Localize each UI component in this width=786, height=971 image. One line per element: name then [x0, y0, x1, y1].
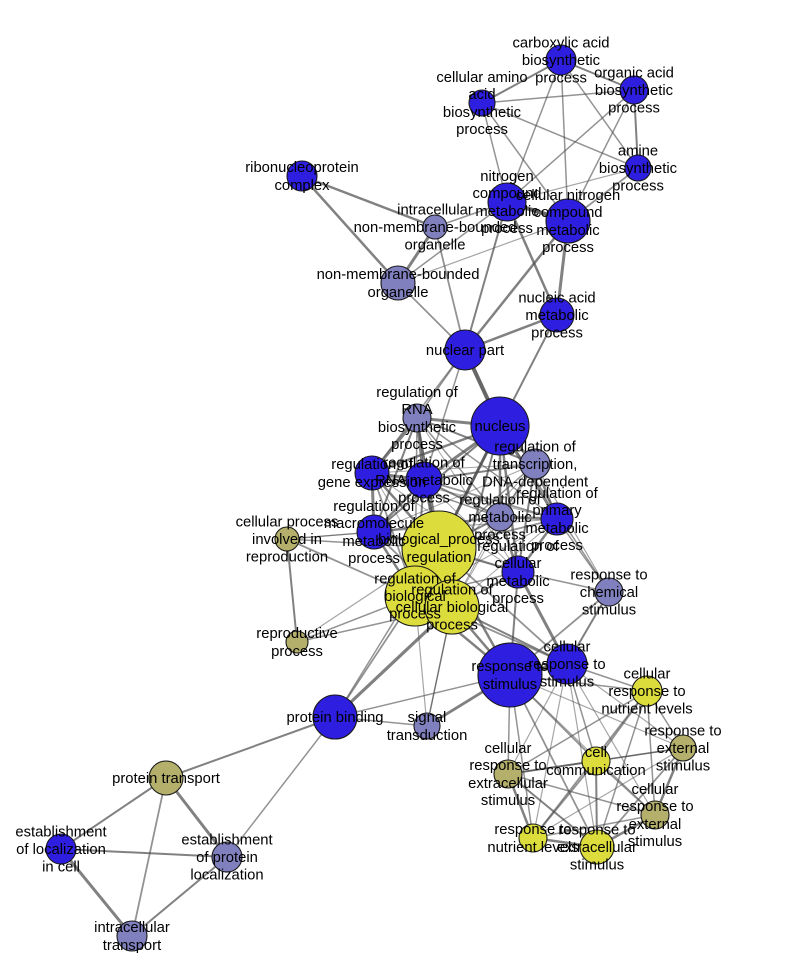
- svg-text:complex: complex: [274, 178, 330, 194]
- svg-text:stimulus: stimulus: [582, 603, 636, 619]
- svg-text:reproduction: reproduction: [246, 550, 328, 566]
- svg-text:cellular: cellular: [624, 667, 671, 683]
- svg-text:regulation of: regulation of: [494, 440, 576, 456]
- svg-text:process: process: [531, 326, 583, 342]
- svg-text:stimulus: stimulus: [656, 759, 710, 775]
- svg-text:regulation of: regulation of: [383, 456, 465, 472]
- svg-text:carboxylic acid: carboxylic acid: [512, 36, 609, 52]
- svg-text:regulation of: regulation of: [516, 486, 598, 502]
- svg-text:signal: signal: [408, 710, 447, 726]
- svg-text:stimulus: stimulus: [483, 677, 537, 693]
- svg-text:process: process: [535, 71, 587, 87]
- svg-text:reproductive: reproductive: [256, 626, 337, 642]
- svg-text:metabolic: metabolic: [525, 521, 589, 537]
- svg-text:transduction: transduction: [387, 728, 468, 744]
- svg-text:RNA metabolic: RNA metabolic: [375, 473, 473, 489]
- svg-text:communication: communication: [546, 763, 646, 779]
- svg-text:response to: response to: [570, 568, 647, 584]
- svg-text:protein transport: protein transport: [112, 771, 220, 787]
- svg-text:response to: response to: [608, 684, 685, 700]
- svg-text:amine: amine: [618, 144, 658, 160]
- svg-text:non-membrane-bounded: non-membrane-bounded: [317, 267, 480, 283]
- svg-text:biosynthetic: biosynthetic: [443, 105, 522, 121]
- svg-text:process: process: [426, 618, 478, 634]
- svg-text:macromolecule: macromolecule: [324, 516, 424, 532]
- svg-text:cell: cell: [585, 745, 607, 761]
- svg-text:nucleic acid: nucleic acid: [518, 291, 595, 307]
- svg-text:transcription,: transcription,: [493, 457, 578, 473]
- svg-text:stimulus: stimulus: [540, 675, 594, 691]
- svg-text:involved in: involved in: [252, 532, 322, 548]
- svg-text:primary: primary: [532, 503, 582, 519]
- svg-text:biosynthetic: biosynthetic: [522, 53, 601, 69]
- svg-text:protein binding: protein binding: [286, 710, 383, 726]
- svg-text:response to: response to: [558, 823, 635, 839]
- svg-text:RNA: RNA: [401, 402, 432, 418]
- svg-text:process: process: [542, 240, 594, 256]
- svg-text:cellular nitrogen: cellular nitrogen: [516, 188, 620, 204]
- svg-text:nucleus: nucleus: [474, 419, 525, 435]
- svg-text:transport: transport: [103, 938, 161, 954]
- svg-text:response to: response to: [616, 799, 693, 815]
- svg-text:compound: compound: [533, 205, 602, 221]
- svg-text:nuclear part: nuclear part: [426, 343, 504, 359]
- svg-text:cellular: cellular: [544, 640, 591, 656]
- svg-text:organic acid: organic acid: [594, 66, 674, 82]
- svg-text:metabolic: metabolic: [468, 510, 532, 526]
- svg-text:in cell: in cell: [42, 860, 80, 876]
- svg-text:response to: response to: [471, 659, 548, 675]
- svg-text:biological_process: biological_process: [378, 532, 500, 548]
- svg-text:biosynthetic: biosynthetic: [599, 161, 678, 177]
- svg-text:regulation: regulation: [407, 550, 472, 566]
- svg-text:metabolic: metabolic: [525, 308, 589, 324]
- svg-text:external: external: [629, 817, 682, 833]
- svg-text:regulation of: regulation of: [333, 499, 415, 515]
- svg-text:response to: response to: [469, 758, 546, 774]
- svg-text:cellular process: cellular process: [236, 515, 339, 531]
- svg-text:establishment: establishment: [15, 825, 106, 841]
- svg-text:extracellular: extracellular: [557, 840, 637, 856]
- svg-text:cellular: cellular: [632, 782, 679, 798]
- svg-text:stimulus: stimulus: [481, 793, 535, 809]
- svg-text:cellular amino: cellular amino: [436, 70, 527, 86]
- svg-text:process: process: [481, 221, 533, 237]
- svg-text:extracellular: extracellular: [468, 776, 548, 792]
- svg-text:localization: localization: [190, 868, 263, 884]
- svg-text:acid: acid: [468, 87, 495, 103]
- svg-text:of localization: of localization: [16, 842, 106, 858]
- svg-text:stimulus: stimulus: [570, 858, 624, 874]
- svg-text:nitrogen: nitrogen: [480, 169, 533, 185]
- svg-text:external: external: [657, 741, 710, 757]
- svg-text:metabolic: metabolic: [475, 204, 539, 220]
- svg-text:biosynthetic: biosynthetic: [595, 83, 674, 99]
- svg-text:chemical: chemical: [580, 585, 638, 601]
- svg-text:organelle: organelle: [368, 285, 429, 301]
- svg-text:process: process: [391, 437, 443, 453]
- svg-text:of protein: of protein: [196, 850, 258, 866]
- svg-text:biosynthetic: biosynthetic: [378, 420, 457, 436]
- svg-text:intracellular: intracellular: [94, 920, 170, 936]
- svg-text:ribonucleoprotein: ribonucleoprotein: [245, 160, 359, 176]
- svg-text:process: process: [271, 644, 323, 660]
- svg-text:process: process: [456, 122, 508, 138]
- svg-text:establishment: establishment: [181, 833, 272, 849]
- svg-text:metabolic: metabolic: [536, 223, 600, 239]
- svg-text:process: process: [348, 551, 400, 567]
- svg-text:regulation of: regulation of: [411, 583, 493, 599]
- svg-text:response to: response to: [644, 724, 721, 740]
- svg-text:cellular: cellular: [485, 741, 532, 757]
- svg-text:regulation of: regulation of: [376, 385, 458, 401]
- svg-text:cellular biological: cellular biological: [396, 600, 509, 616]
- svg-text:nutrient levels: nutrient levels: [601, 702, 692, 718]
- svg-text:organelle: organelle: [405, 238, 466, 254]
- svg-text:cellular: cellular: [495, 556, 542, 572]
- svg-text:intracellular: intracellular: [397, 203, 473, 219]
- svg-text:process: process: [608, 101, 660, 117]
- svg-text:metabolic: metabolic: [486, 574, 550, 590]
